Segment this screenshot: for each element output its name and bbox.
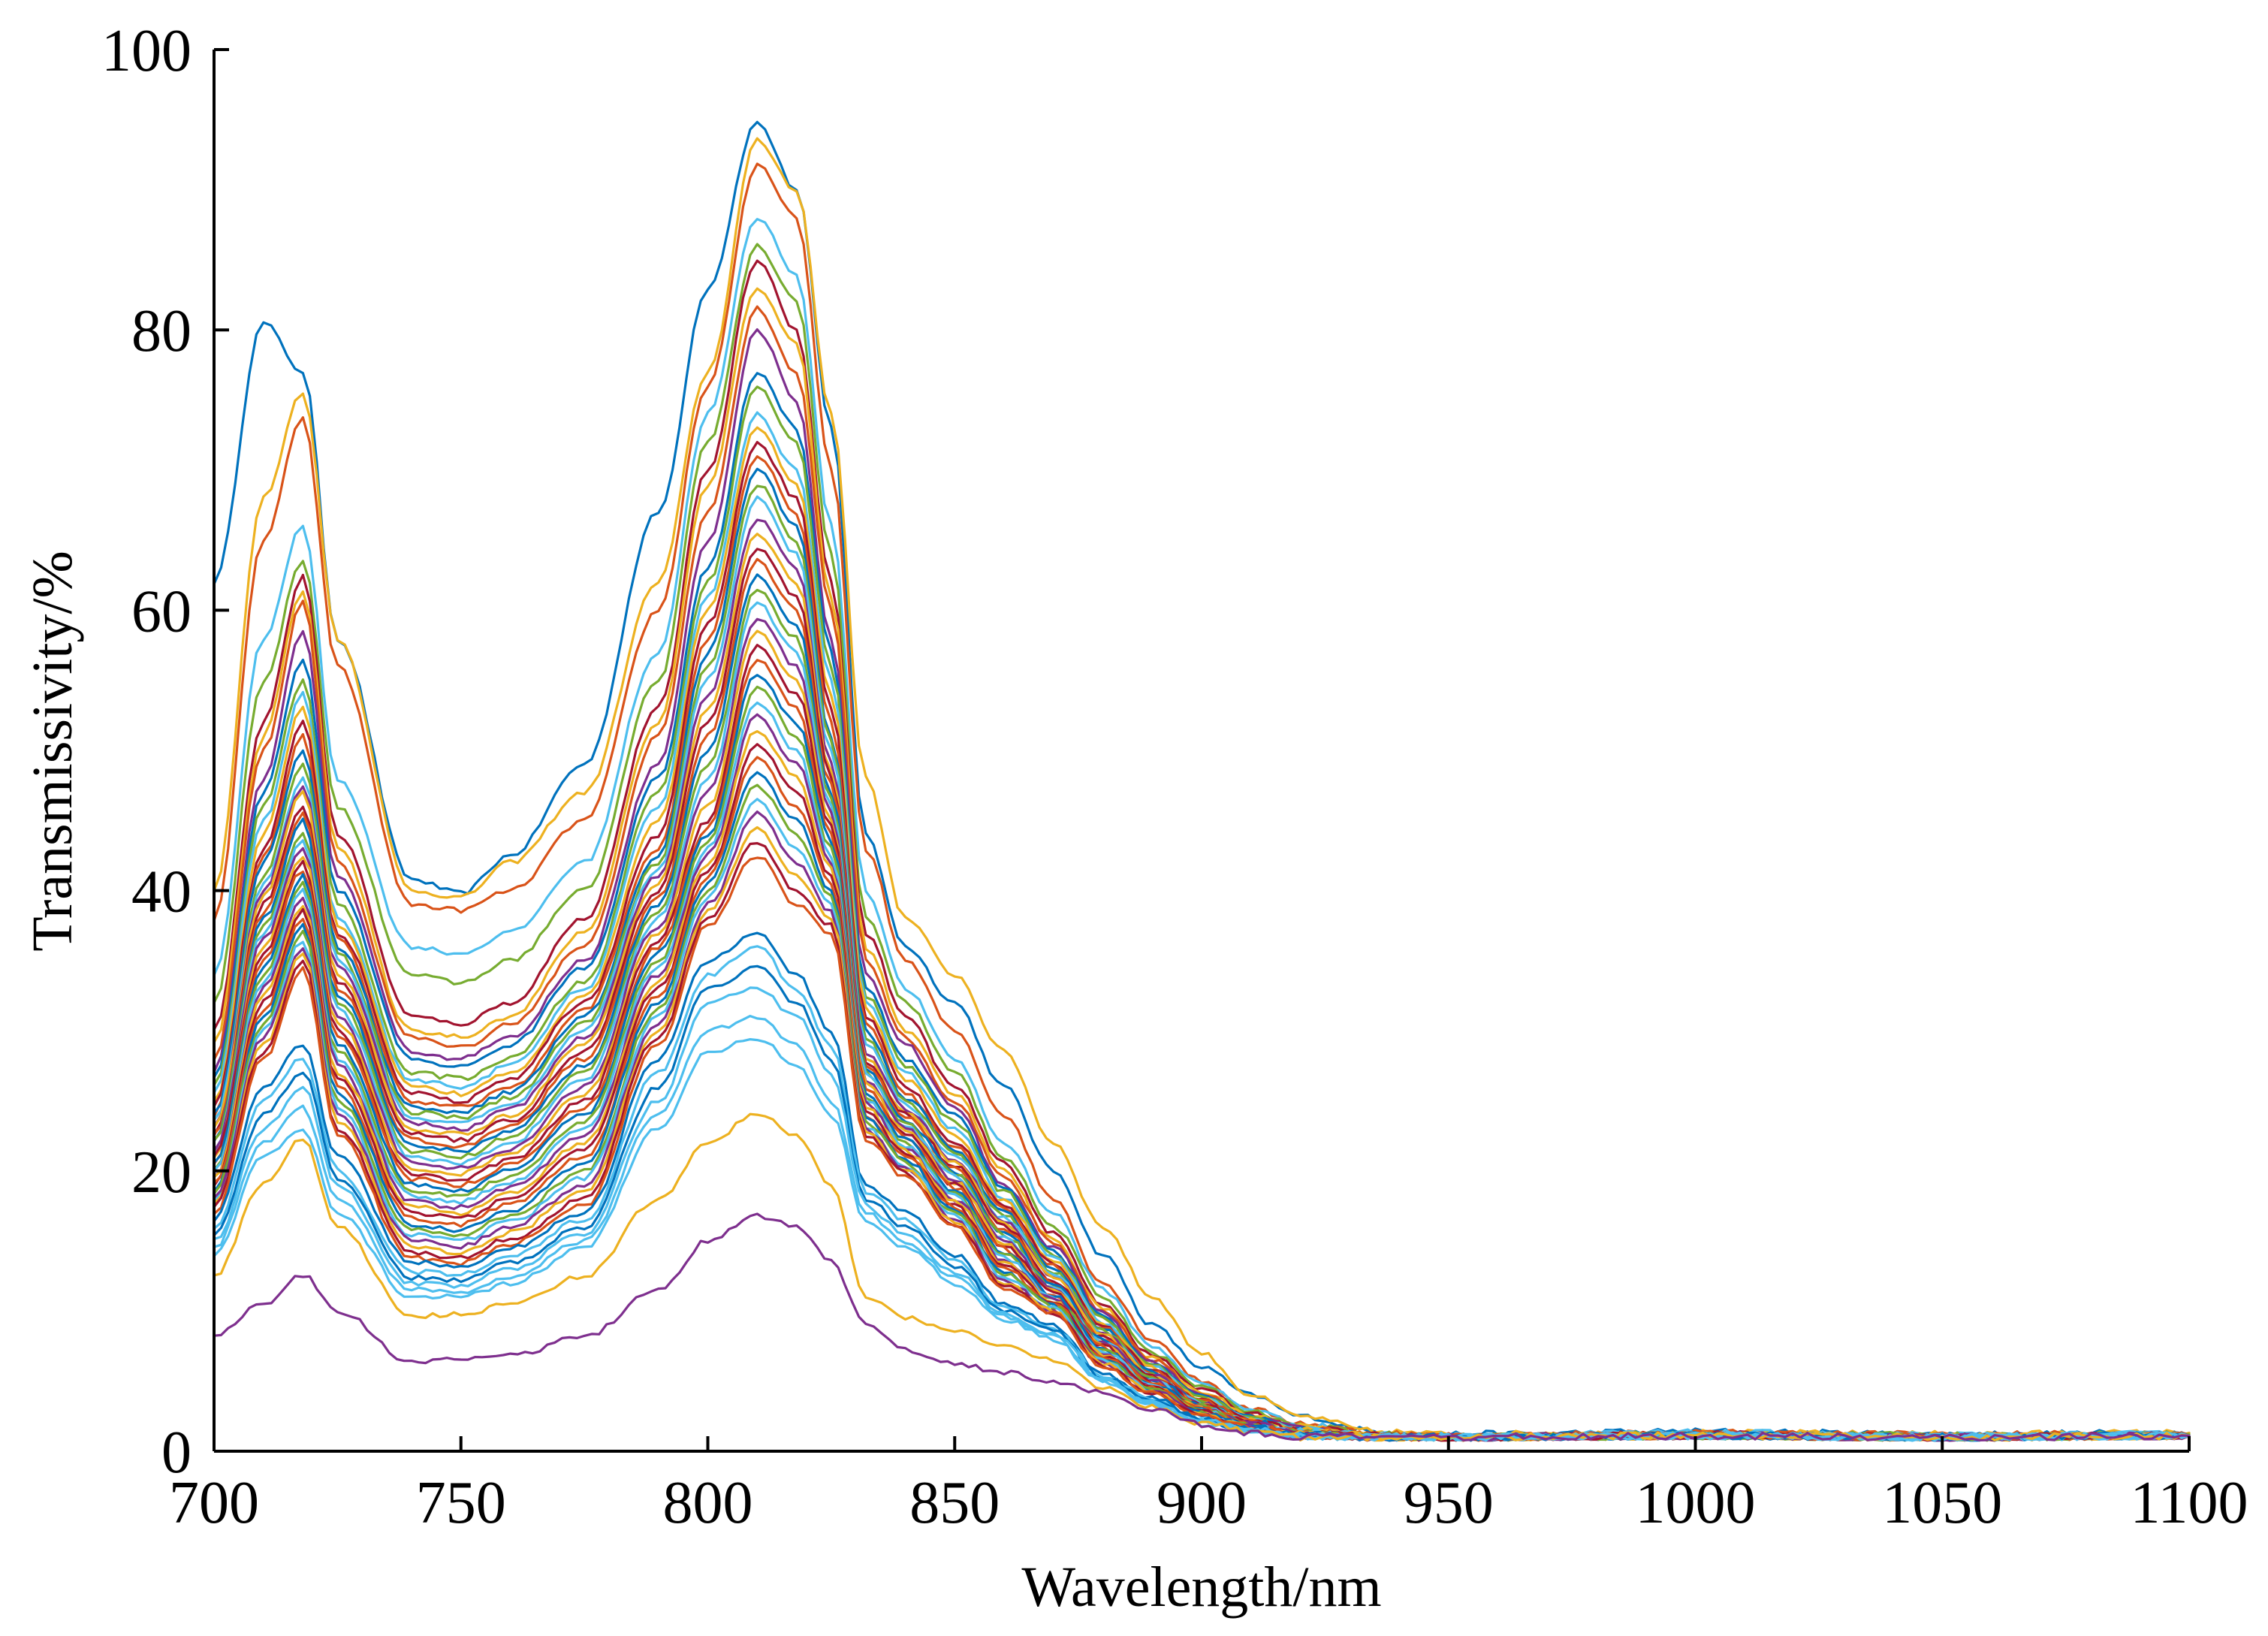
series-line-19 (213, 518, 2191, 1442)
series-line-23 (213, 573, 2191, 1442)
series-line-25 (213, 601, 2191, 1442)
series-line-49 (213, 1038, 2191, 1441)
series-line-8 (213, 305, 2191, 1442)
series-line-6 (213, 259, 2191, 1442)
x-tick-label: 900 (1157, 1470, 1247, 1536)
series-line-26 (213, 617, 2191, 1442)
series-line-3 (213, 162, 2191, 1440)
series-line-45 (213, 945, 2191, 1442)
series-line-28 (213, 644, 2191, 1442)
y-tick-label: 80 (131, 298, 192, 364)
series-line-22 (213, 557, 2191, 1442)
series-line-5 (213, 243, 2191, 1442)
y-tick-label: 20 (131, 1139, 192, 1206)
series-line-16 (213, 467, 2191, 1442)
series-line-10 (213, 372, 2191, 1442)
x-tick-label: 1000 (1636, 1470, 1756, 1536)
series-line-17 (213, 484, 2191, 1441)
series-line-41 (213, 826, 2191, 1442)
x-tick-label: 950 (1404, 1470, 1494, 1536)
series-line-11 (213, 385, 2191, 1442)
y-tick-label: 40 (131, 859, 192, 925)
y-tick-label: 100 (101, 18, 192, 84)
x-tick-label: 750 (416, 1470, 506, 1536)
series-line-34 (213, 730, 2191, 1442)
x-tick-label: 700 (169, 1470, 259, 1536)
series-line-14 (213, 441, 2191, 1442)
x-tick-label: 1100 (2130, 1470, 2248, 1536)
y-tick-label: 60 (131, 578, 192, 644)
x-axis-title: Wavelength/nm (1021, 1556, 1381, 1619)
series-line-15 (213, 455, 2191, 1442)
series-line-37 (213, 771, 2191, 1441)
series-line-38 (213, 783, 2191, 1442)
series-lines (213, 120, 2191, 1442)
x-tick-label: 1050 (1882, 1470, 2002, 1536)
series-line-2 (213, 137, 2191, 1439)
ticks: 700 750 800 850 900 950 1000 1050 1100 0 20 40 60 80 1… (101, 18, 2248, 1536)
series-line-18 (213, 495, 2191, 1442)
series-line-1 (213, 120, 2191, 1439)
series-line-39 (213, 798, 2191, 1442)
y-axis-title: Transmissivity/% (21, 551, 84, 952)
series-line-51 (213, 1212, 2191, 1441)
series-line-13 (213, 426, 2191, 1442)
series-line-21 (213, 548, 2191, 1442)
x-tick-label: 850 (909, 1470, 1000, 1536)
series-line-29 (213, 659, 2191, 1442)
x-tick-label: 800 (663, 1470, 753, 1536)
series-line-9 (213, 328, 2191, 1442)
y-tick-label: 0 (161, 1420, 192, 1486)
axes (213, 50, 2189, 1453)
